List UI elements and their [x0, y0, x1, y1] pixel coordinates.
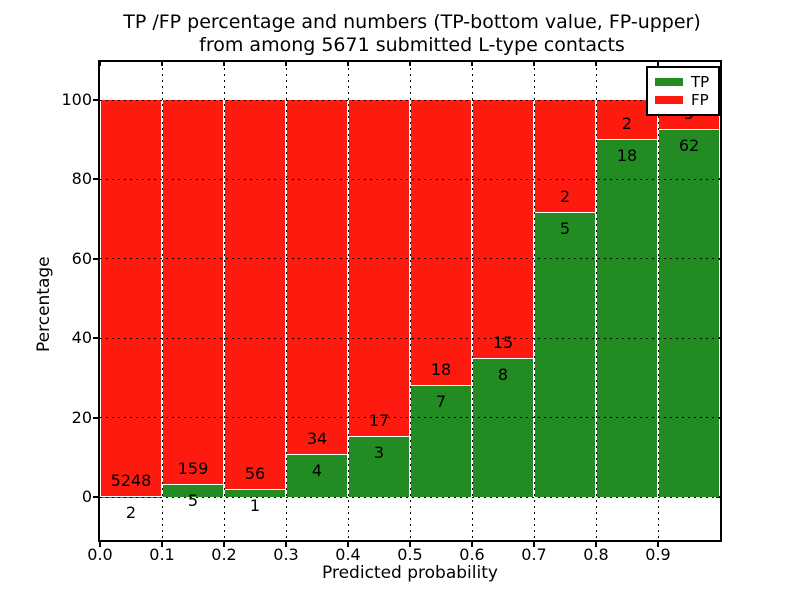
fp-bar-segment — [287, 100, 347, 456]
legend: TP FP — [646, 66, 720, 116]
chart-title-line2: from among 5671 submitted L-type contact… — [199, 34, 625, 56]
tp-count-label: 1 — [249, 496, 261, 516]
tp-bar-segment — [473, 358, 533, 497]
x-gridline — [533, 62, 535, 540]
x-tick-mark — [347, 542, 349, 547]
x-tick-label: 0.6 — [459, 545, 485, 564]
x-axis-label: Predicted probability — [322, 563, 498, 583]
x-tick-mark — [161, 542, 163, 547]
x-tick-label: 0.9 — [645, 545, 671, 564]
fp-count-label: 2 — [559, 187, 571, 207]
fp-count-label: 56 — [244, 464, 266, 484]
x-tick-mark — [533, 542, 535, 547]
fp-bar-segment — [411, 100, 471, 386]
chart-title-line1: TP /FP percentage and numbers (TP-bottom… — [123, 11, 701, 33]
fp-legend-label: FP — [691, 91, 709, 109]
y-tick-label: 20 — [71, 407, 92, 427]
x-gridline — [409, 62, 411, 540]
x-gridline — [223, 62, 225, 540]
x-tick-label: 0.3 — [273, 545, 299, 564]
x-tick-label: 0.0 — [87, 545, 113, 564]
fp-bar-segment — [225, 100, 285, 491]
fp-count-label: 34 — [306, 429, 328, 449]
plot-area: 52482159556134417318715825218562 — [98, 60, 722, 542]
x-tick-label: 0.5 — [397, 545, 423, 564]
fp-count-label: 2 — [621, 113, 633, 133]
y-tick-mark — [93, 257, 98, 260]
tp-count-label: 3 — [373, 443, 385, 463]
tp-count-label: 4 — [311, 461, 323, 481]
tp-count-label: 18 — [616, 145, 638, 165]
x-tick-label: 0.1 — [149, 545, 175, 564]
x-gridline — [471, 62, 473, 540]
tp-count-label: 5 — [559, 219, 571, 239]
fp-bar-segment — [349, 100, 409, 438]
x-tick-mark — [99, 62, 101, 66]
x-tick-mark — [595, 542, 597, 547]
y-tick-label: 80 — [71, 169, 92, 189]
fp-count-label: 5248 — [110, 470, 152, 490]
y-tick-mark — [93, 337, 98, 340]
tp-bar-segment — [597, 139, 657, 497]
x-gridline — [161, 62, 163, 540]
x-tick-mark — [223, 542, 225, 547]
tp-bar-segment — [659, 129, 719, 497]
x-tick-mark — [409, 542, 411, 547]
tp-bar-segment — [163, 484, 223, 497]
x-tick-label: 0.2 — [211, 545, 237, 564]
tp-bar-segment — [411, 385, 471, 497]
chart-title: TP /FP percentage and numbers (TP-bottom… — [100, 11, 724, 57]
fp-legend-swatch — [655, 96, 683, 104]
tp-legend-label: TP — [691, 73, 710, 91]
y-tick-label: 100 — [61, 90, 92, 109]
y-tick-mark — [93, 416, 98, 419]
y-tick-mark — [93, 178, 98, 181]
y-tick-mark — [93, 99, 98, 101]
y-tick-mark — [93, 496, 98, 498]
x-tick-label: 0.4 — [335, 545, 361, 564]
x-tick-mark — [285, 542, 287, 547]
x-tick-label: 0.7 — [521, 545, 547, 564]
tp-legend-swatch — [655, 78, 683, 86]
x-gridline — [595, 62, 597, 540]
tp-bar-segment — [535, 213, 595, 497]
x-gridline — [347, 62, 349, 540]
tp-count-label: 8 — [497, 364, 509, 384]
tp-bar-segment — [287, 455, 347, 497]
legend-item-tp: TP — [655, 73, 718, 91]
tp-bar-segment — [225, 490, 285, 497]
legend-item-fp: FP — [655, 91, 718, 109]
x-tick-mark — [99, 542, 101, 547]
fp-bar-segment — [473, 100, 533, 359]
y-tick-label: 60 — [71, 248, 92, 268]
y-tick-label: 40 — [71, 328, 92, 348]
tp-count-label: 7 — [435, 391, 447, 411]
tp-count-label: 2 — [125, 502, 137, 522]
fp-count-label: 18 — [430, 359, 452, 379]
y-tick-label: 0 — [81, 487, 92, 506]
tp-bar-segment — [349, 437, 409, 497]
x-gridline — [657, 62, 659, 540]
fp-bar-segment — [101, 100, 161, 497]
tp-count-label: 5 — [187, 490, 199, 510]
x-tick-mark — [657, 542, 659, 547]
fp-bar-segment — [535, 100, 595, 214]
x-tick-label: 0.8 — [583, 545, 609, 564]
x-gridline — [285, 62, 287, 540]
fp-bar-segment — [163, 100, 223, 485]
x-tick-mark — [471, 542, 473, 547]
fp-count-label: 159 — [177, 458, 209, 478]
fp-count-label: 15 — [492, 332, 514, 352]
fp-count-label: 17 — [368, 411, 390, 431]
tp-count-label: 62 — [678, 135, 700, 155]
